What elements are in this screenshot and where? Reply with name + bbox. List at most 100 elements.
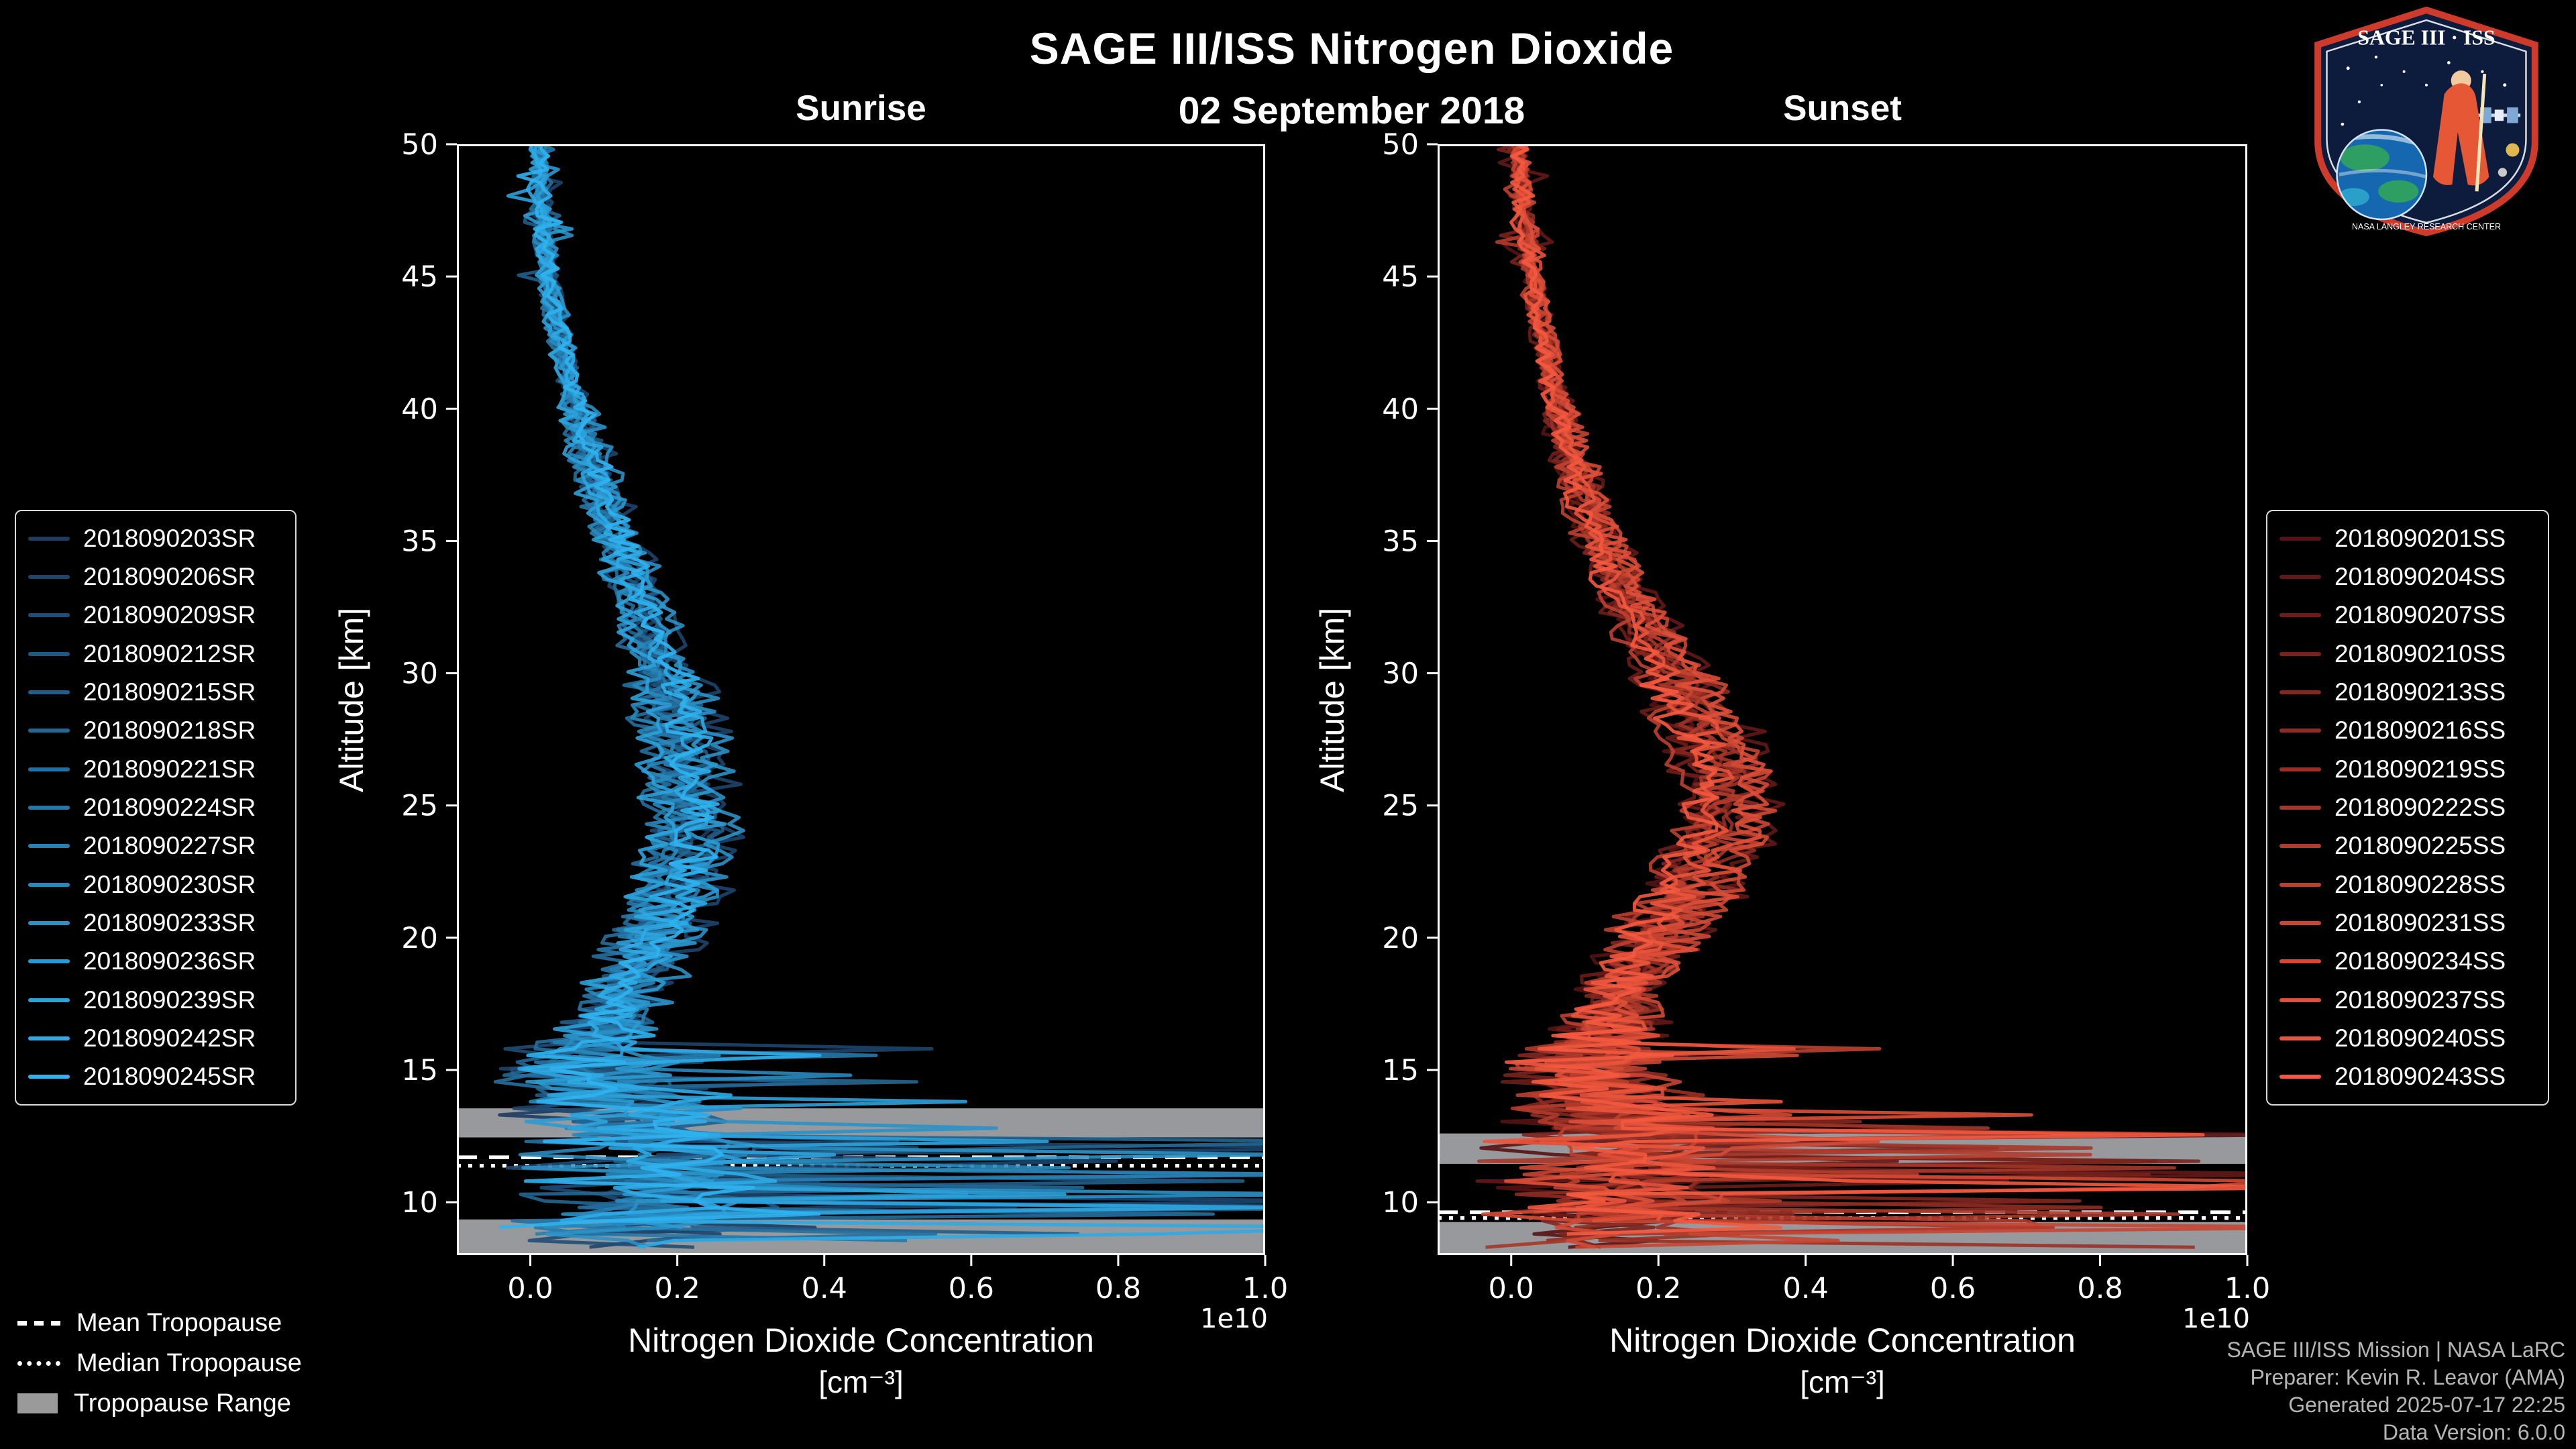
legend-item: 2018090230SR <box>28 871 283 899</box>
median-tropopause-label: Median Tropopause <box>76 1348 302 1377</box>
legend-item-label: 2018090242SR <box>83 1024 256 1052</box>
y-tick-label: 15 <box>401 1054 438 1087</box>
legend-item: 2018090218SR <box>28 716 283 745</box>
legend-line-swatch-icon <box>2279 536 2321 541</box>
x-tick-label: 0.2 <box>1635 1272 1681 1305</box>
y-tick-label: 10 <box>401 1186 438 1220</box>
x-tick-label: 0.8 <box>1095 1272 1141 1305</box>
gray-band-swatch-icon <box>17 1393 58 1413</box>
legend-item: 2018090231SS <box>2279 909 2536 937</box>
x-tick-label: 0.4 <box>802 1272 847 1305</box>
legend-item-label: 2018090245SR <box>83 1063 256 1091</box>
legend-item: 2018090239SR <box>28 986 283 1014</box>
legend-item: 2018090203SR <box>28 525 283 553</box>
figure-title: SAGE III/ISS Nitrogen Dioxide <box>1029 23 1674 73</box>
credits-block: SAGE III/ISS Mission | NASA LaRC Prepare… <box>2227 1336 2565 1446</box>
legend-line-swatch-icon <box>28 767 70 771</box>
y-tick-label: 20 <box>1382 922 1419 955</box>
legend-item-label: 2018090240SS <box>2334 1024 2506 1052</box>
legend-line-swatch-icon <box>28 805 70 810</box>
axes-frame <box>457 144 1265 1255</box>
legend-item-label: 2018090207SS <box>2334 601 2506 629</box>
sunset-panel: Sunset Altitude [km] 0.0 0.2 0.4 0.6 0.8 1.0 1… <box>1313 89 2270 1399</box>
logo-iss-icon <box>2477 107 2521 123</box>
y-tick-label: 50 <box>1382 128 1419 162</box>
sunset-x-axis-units: [cm⁻³] <box>1800 1364 1885 1399</box>
y-tick-label: 35 <box>1382 525 1419 558</box>
legend-line-swatch-icon <box>28 920 70 925</box>
legend-item-label: 2018090216SS <box>2334 716 2506 745</box>
legend-item: 2018090237SS <box>2279 986 2536 1014</box>
legend-line-swatch-icon <box>28 959 70 964</box>
y-tick-label: 40 <box>401 392 438 426</box>
legend-item: 2018090245SR <box>28 1063 283 1091</box>
sunrise-subtitle: Sunrise <box>796 89 926 128</box>
x-tick-label: 0.0 <box>1489 1272 1534 1305</box>
tropopause-legend: Mean Tropopause Median Tropopause Tropop… <box>17 1307 302 1419</box>
legend-item-label: 2018090228SS <box>2334 870 2506 898</box>
x-tick-label: 1.0 <box>2224 1272 2270 1305</box>
x-tick-label: 0.0 <box>507 1272 553 1305</box>
legend-item: 2018090236SR <box>28 947 283 975</box>
y-tick-label: 25 <box>401 790 438 823</box>
legend-item-label: 2018090203SR <box>83 524 256 552</box>
x-tick-label: 0.6 <box>949 1272 994 1305</box>
legend-item-label: 2018090237SS <box>2334 985 2506 1014</box>
legend-item-label: 2018090243SS <box>2334 1063 2506 1091</box>
x-tick-label: 1.0 <box>1242 1272 1288 1305</box>
legend-item-label: 2018090206SR <box>83 562 256 590</box>
legend-item-label: 2018090219SS <box>2334 755 2506 783</box>
legend-line-swatch-icon <box>2279 729 2321 733</box>
x-tick-label: 0.6 <box>1930 1272 1976 1305</box>
legend-line-swatch-icon <box>2279 613 2321 618</box>
legend-line-swatch-icon <box>28 651 70 656</box>
mean-tropopause-label: Mean Tropopause <box>76 1308 282 1337</box>
legend-item: 2018090206SR <box>28 563 283 591</box>
legend-item: 2018090216SS <box>2279 716 2536 745</box>
legend-item-label: 2018090231SS <box>2334 908 2506 936</box>
dotted-line-swatch-icon <box>17 1360 60 1366</box>
legend-line-swatch-icon <box>28 729 70 733</box>
y-tick-label: 30 <box>401 657 438 691</box>
profile-line <box>1504 144 2247 1236</box>
tropopause-range-label: Tropopause Range <box>74 1389 291 1417</box>
legend-item: 2018090204SS <box>2279 563 2536 591</box>
legend-item-label: 2018090213SS <box>2334 678 2506 706</box>
legend-item-label: 2018090225SS <box>2334 832 2506 860</box>
credits-preparer: Preparer: Kevin R. Leavor (AMA) <box>2250 1365 2566 1389</box>
sunrise-x-axis-units: [cm⁻³] <box>818 1364 904 1399</box>
figure-date: 02 September 2018 <box>1178 89 1525 132</box>
dashed-line-swatch-icon <box>17 1320 60 1326</box>
legend-item-label: 2018090210SS <box>2334 639 2506 667</box>
y-tick-label: 30 <box>1382 657 1419 691</box>
sunset-y-axis-label: Altitude [km] <box>1313 607 1351 792</box>
legend-item: 2018090243SS <box>2279 1063 2536 1091</box>
legend-item-label: 2018090234SS <box>2334 947 2506 975</box>
legend-line-swatch-icon <box>2279 998 2321 1002</box>
legend-item-label: 2018090201SS <box>2334 524 2506 552</box>
sunset-subtitle: Sunset <box>1783 89 1902 128</box>
x-tick-label: 0.8 <box>2077 1272 2123 1305</box>
legend-item: 2018090213SS <box>2279 678 2536 706</box>
profile-line <box>523 144 1265 1249</box>
y-tick-label: 10 <box>1382 1186 1419 1220</box>
legend-line-swatch-icon <box>28 998 70 1002</box>
credits-generated: Generated 2025-07-17 22:25 <box>2288 1393 2565 1417</box>
y-tick-label: 50 <box>401 128 438 162</box>
legend-line-swatch-icon <box>2279 959 2321 964</box>
legend-line-swatch-icon <box>2279 767 2321 771</box>
legend-item-label: 2018090204SS <box>2334 562 2506 590</box>
y-tick-label: 45 <box>1382 260 1419 294</box>
legend-item: 2018090207SS <box>2279 601 2536 629</box>
logo-astronomer-figure-icon <box>2433 70 2489 192</box>
sage-iii-iss-logo-patch: SAGE III · ISS NASA LANGLEY RESEARCH CEN… <box>2314 7 2538 236</box>
sunrise-x-axis-offset: 1e10 <box>1200 1303 1268 1334</box>
mean-tropopause-legend-item: Mean Tropopause <box>17 1307 302 1339</box>
sunset-x-axis-label: Nitrogen Dioxide Concentration <box>1609 1322 2076 1359</box>
legend-item-label: 2018090218SR <box>83 716 256 745</box>
logo-moon-icon <box>2506 143 2520 157</box>
sunset-plot: 0.0 0.2 0.4 0.6 0.8 1.0 10 15 20 25 30 35 40 45 50 <box>1382 128 2270 1305</box>
legend-item: 2018090234SS <box>2279 947 2536 975</box>
logo-earth-icon <box>2336 129 2428 221</box>
legend-line-swatch-icon <box>2279 690 2321 694</box>
